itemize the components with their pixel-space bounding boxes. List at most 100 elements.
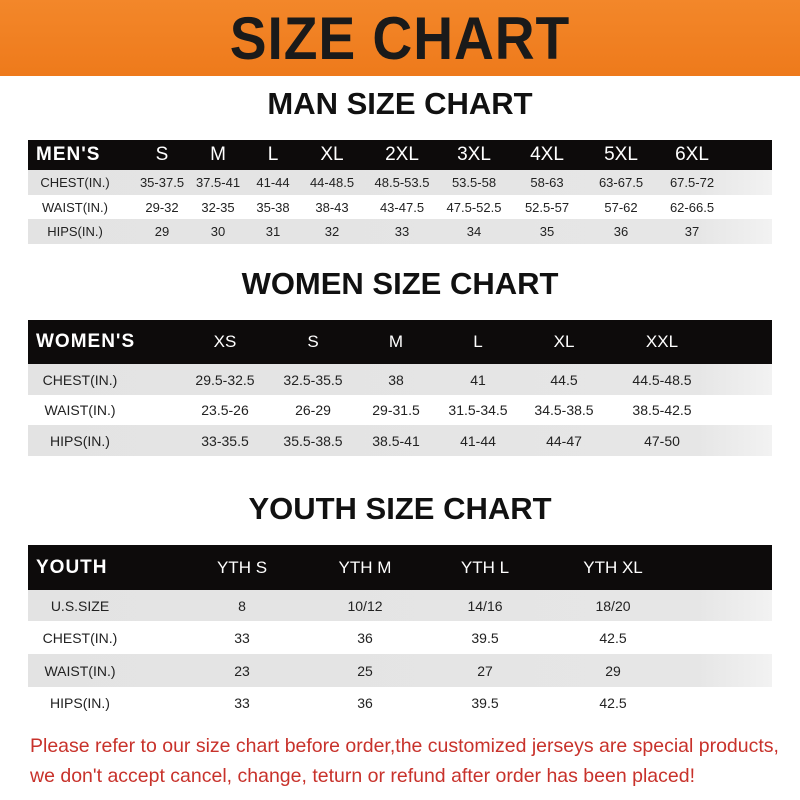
youth-size-table: YOUTH YTH S YTH M YTH L YTH XL U.S.SIZE 8 10/12… xyxy=(28,545,772,718)
size-header-yth-m: YTH M xyxy=(338,557,392,577)
table-cell: 37.5-41 xyxy=(195,175,241,190)
table-cell: 34 xyxy=(466,224,482,239)
table-cell: 31.5-34.5 xyxy=(448,402,508,418)
table-cell: 44.5 xyxy=(550,371,578,388)
table-row: WAIST(IN.) 23 25 27 29 xyxy=(28,654,772,687)
table-cell: 44-47 xyxy=(546,432,582,449)
table-cell: 10/12 xyxy=(347,597,383,614)
table-cell: 33 xyxy=(234,694,250,711)
header-label: WOMEN'S xyxy=(36,331,136,352)
table-cell: 41 xyxy=(470,371,486,388)
table-cell: 26-29 xyxy=(295,402,331,418)
table-cell: 32-35 xyxy=(201,199,235,215)
table-cell: 32 xyxy=(324,224,340,239)
table-cell: 67.5-72 xyxy=(669,175,715,190)
table-cell: 36 xyxy=(357,694,373,711)
table-cell: 35-38 xyxy=(256,199,290,215)
table-cell: 38.5-41 xyxy=(372,432,420,449)
table-cell: 43-47.5 xyxy=(379,199,425,215)
table-cell: 42.5 xyxy=(599,694,627,711)
table-row: CHEST(IN.) 33 36 39.5 42.5 xyxy=(28,621,772,654)
row-label: HIPS(IN.) xyxy=(50,432,110,449)
table-row: WAIST(IN.) 29-32 32-35 35-38 38-43 43-47.5 47.… xyxy=(28,195,772,219)
size-header-xl: XL xyxy=(553,332,575,351)
women-size-table: WOMEN'S XS S M L XL XXL CHEST(IN.) 29.5-32.5 32.5… xyxy=(28,320,772,456)
table-cell: 38.5-42.5 xyxy=(632,402,692,418)
table-cell: 33 xyxy=(394,224,410,239)
table-header-row: WOMEN'S XS S M L XL XXL xyxy=(28,320,772,364)
table-cell: 36 xyxy=(357,629,373,646)
size-header-xl: XL xyxy=(320,144,344,165)
table-cell: 33 xyxy=(234,629,250,646)
table-cell: 48.5-53.5 xyxy=(374,175,430,190)
table-cell: 8 xyxy=(238,597,246,614)
table-cell: 35 xyxy=(539,224,555,239)
table-cell: 30 xyxy=(210,224,226,239)
table-row: CHEST(IN.) 29.5-32.5 32.5-35.5 38 41 44.5 44.5… xyxy=(28,364,772,395)
size-header-l: L xyxy=(473,332,483,351)
table-cell: 44-48.5 xyxy=(309,175,355,190)
table-cell: 29-31.5 xyxy=(372,402,420,418)
size-header-m: M xyxy=(388,332,404,351)
table-cell: 47-50 xyxy=(644,432,680,449)
row-label: WAIST(IN.) xyxy=(44,662,116,679)
table-cell: 34.5-38.5 xyxy=(534,402,594,418)
header-label: MEN'S xyxy=(36,144,101,165)
row-label: HIPS(IN.) xyxy=(50,694,110,711)
table-cell: 41-44 xyxy=(460,432,496,449)
row-label: WAIST(IN.) xyxy=(42,199,108,215)
table-cell: 44.5-48.5 xyxy=(632,371,692,388)
row-label: CHEST(IN.) xyxy=(42,629,118,646)
women-title: WOMEN SIZE CHART xyxy=(241,266,559,301)
footer-notice-line-1: Please refer to our size chart before or… xyxy=(30,735,779,757)
table-cell: 38-43 xyxy=(315,199,349,215)
table-cell: 29 xyxy=(154,224,170,239)
table-cell: 63-67.5 xyxy=(598,175,644,190)
size-header-5xl: 5XL xyxy=(604,144,638,165)
table-cell: 39.5 xyxy=(471,629,499,646)
table-header-row: MEN'S S M L XL 2XL 3XL 4XL 5XL 6XL xyxy=(28,140,772,170)
size-header-yth-s: YTH S xyxy=(216,557,268,577)
table-cell: 33-35.5 xyxy=(201,432,249,449)
table-cell: 27 xyxy=(477,662,493,679)
row-label: WAIST(IN.) xyxy=(44,402,116,418)
table-cell: 31 xyxy=(265,224,281,239)
table-cell: 41-44 xyxy=(256,175,290,190)
row-label: U.S.SIZE xyxy=(50,597,110,614)
row-label: CHEST(IN.) xyxy=(42,371,118,388)
table-row: CHEST(IN.) 35-37.5 37.5-41 41-44 44-48.5 48.5… xyxy=(28,170,772,195)
table-row: HIPS(IN.) 33-35.5 35.5-38.5 38.5-41 41-44 44-… xyxy=(28,425,772,456)
table-cell: 29-32 xyxy=(145,199,179,215)
table-cell: 14/16 xyxy=(467,597,503,614)
table-cell: 29 xyxy=(605,662,621,679)
table-cell: 38 xyxy=(388,371,404,388)
table-cell: 47.5-52.5 xyxy=(446,199,502,215)
men-title: MAN SIZE CHART xyxy=(267,86,533,121)
table-row: HIPS(IN.) 29 30 31 32 33 34 35 36 37 xyxy=(28,219,772,244)
size-header-s: S xyxy=(307,332,319,351)
table-cell: 23.5-26 xyxy=(201,402,249,418)
table-cell: 42.5 xyxy=(599,629,627,646)
table-cell: 35.5-38.5 xyxy=(283,432,343,449)
table-cell: 23 xyxy=(234,662,250,679)
table-cell: 39.5 xyxy=(471,694,499,711)
table-header-row: YOUTH YTH S YTH M YTH L YTH XL xyxy=(28,545,772,590)
size-header-l: L xyxy=(267,144,279,165)
table-cell: 53.5-58 xyxy=(451,175,497,190)
table-cell: 32.5-35.5 xyxy=(283,371,343,388)
table-cell: 29.5-32.5 xyxy=(195,371,255,388)
row-label: HIPS(IN.) xyxy=(47,224,103,239)
table-cell: 36 xyxy=(613,224,629,239)
size-header-xs: XS xyxy=(213,332,237,351)
header-label: YOUTH xyxy=(36,556,108,578)
table-cell: 52.5-57 xyxy=(524,199,570,215)
table-row: WAIST(IN.) 23.5-26 26-29 29-31.5 31.5-34.5 34… xyxy=(28,395,772,425)
table-cell: 37 xyxy=(684,224,700,239)
table-cell: 18/20 xyxy=(595,597,631,614)
table-cell: 62-66.5 xyxy=(669,199,715,215)
banner-title: SIZE CHART xyxy=(229,4,571,72)
size-header-yth-l: YTH L xyxy=(460,557,510,577)
footer-notice-line-2: we don't accept cancel, change, teturn o… xyxy=(30,765,695,787)
table-cell: 35-37.5 xyxy=(139,175,185,190)
size-header-2xl: 2XL xyxy=(385,144,419,165)
